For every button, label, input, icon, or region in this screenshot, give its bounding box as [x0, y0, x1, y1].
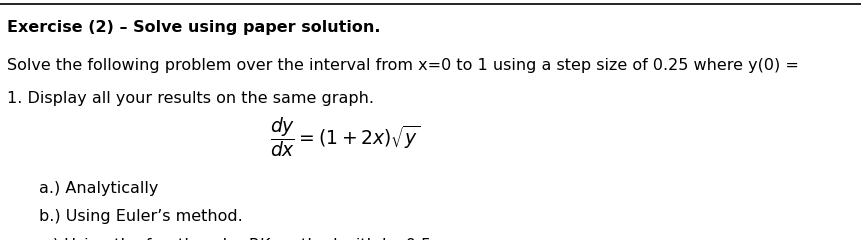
Text: 1. Display all your results on the same graph.: 1. Display all your results on the same … [7, 91, 374, 106]
Text: $\dfrac{dy}{dx} = (1 + 2x)\sqrt{y}$: $\dfrac{dy}{dx} = (1 + 2x)\sqrt{y}$ [269, 115, 419, 159]
Text: Solve the following problem over the interval from x=0 to 1 using a step size of: Solve the following problem over the int… [7, 58, 798, 72]
Text: Exercise (2) – Solve using paper solution.: Exercise (2) – Solve using paper solutio… [7, 20, 380, 35]
Text: a.) Analytically: a.) Analytically [39, 181, 158, 196]
Text: c.) Using the fourth-order RK method with h=0.5.: c.) Using the fourth-order RK method wit… [39, 238, 436, 240]
Text: b.) Using Euler’s method.: b.) Using Euler’s method. [39, 209, 242, 224]
